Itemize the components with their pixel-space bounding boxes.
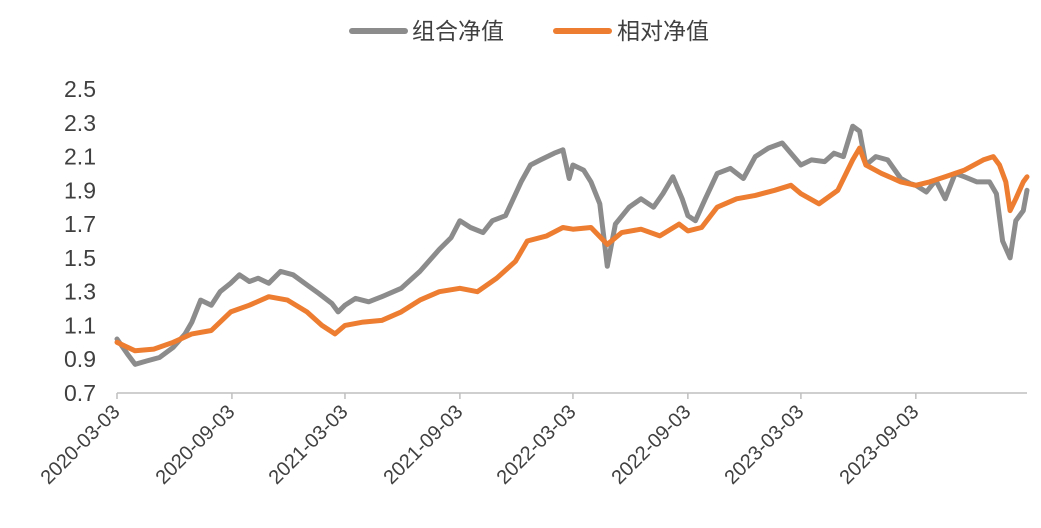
y-axis: 2.5 2.3 2.1 1.9 1.7 1.5 1.3 1.1 0.9 0.7 xyxy=(64,76,96,406)
series-line-relative-nav xyxy=(114,145,1030,354)
y-tick-label: 1.9 xyxy=(64,177,96,203)
x-tick-label: 2023-09-03 xyxy=(835,401,923,489)
y-tick-label: 1.3 xyxy=(64,279,96,305)
x-tick-label: 2020-03-03 xyxy=(37,401,125,489)
x-tick-label: 2022-09-03 xyxy=(607,401,695,489)
x-tick-label: 2023-03-03 xyxy=(721,401,809,489)
y-tick-label: 2.3 xyxy=(64,110,96,136)
y-tick-label: 0.7 xyxy=(64,380,96,406)
legend-label-relative-nav: 相对净值 xyxy=(617,19,709,45)
x-tick-label: 2022-03-03 xyxy=(493,401,581,489)
plot-area xyxy=(114,123,1030,367)
legend-item-relative-nav: 相对净值 xyxy=(553,19,709,45)
x-tick-label: 2021-09-03 xyxy=(380,401,468,489)
legend: 组合净值 相对净值 xyxy=(349,19,709,45)
series-line-portfolio-nav xyxy=(114,123,1030,367)
y-tick-label: 2.1 xyxy=(64,144,96,170)
x-tick-label: 2020-09-03 xyxy=(152,401,240,489)
y-tick-label: 1.7 xyxy=(64,211,96,237)
y-tick-label: 0.9 xyxy=(64,346,96,372)
y-tick-label: 1.5 xyxy=(64,245,96,271)
y-tick-label: 2.5 xyxy=(64,76,96,102)
legend-item-portfolio-nav: 组合净值 xyxy=(349,19,504,45)
y-tick-label: 1.1 xyxy=(64,312,96,338)
x-tick-label: 2021-03-03 xyxy=(265,401,353,489)
x-axis: 2020-03-03 2020-09-03 2021-03-03 2021-09-03… xyxy=(37,392,1027,489)
legend-label-portfolio-nav: 组合净值 xyxy=(412,19,504,45)
